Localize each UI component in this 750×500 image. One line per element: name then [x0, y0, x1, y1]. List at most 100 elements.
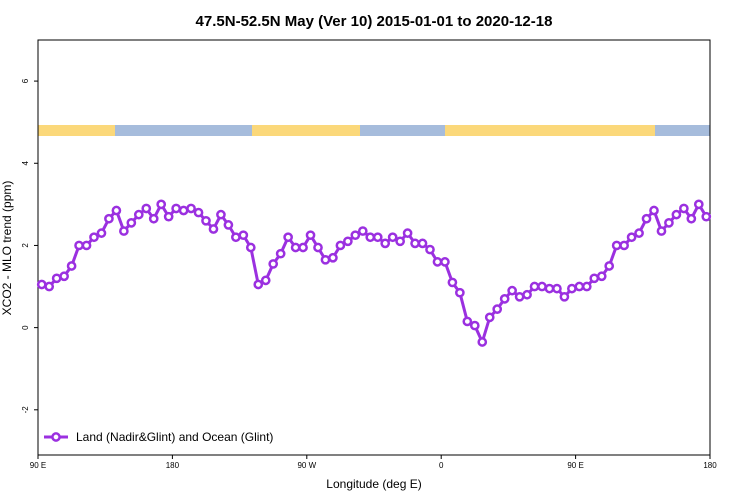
- point: [59, 271, 69, 282]
- point: [357, 226, 368, 236]
- point: [178, 205, 189, 216]
- x-tick-label: 90 E: [567, 461, 583, 470]
- point: [626, 232, 637, 243]
- point: [186, 203, 196, 214]
- point: [343, 236, 353, 247]
- point: [447, 277, 458, 288]
- point: [596, 271, 607, 282]
- point: [402, 228, 413, 238]
- land-segment: [252, 125, 360, 136]
- point: [589, 273, 600, 284]
- ocean-segment: [360, 125, 445, 136]
- point: [223, 220, 234, 230]
- point: [380, 238, 391, 249]
- legend-label: Land (Nadir&Glint) and Ocean (Glint): [76, 430, 273, 444]
- chart-title: 47.5N-52.5N May (Ver 10) 2015-01-01 to 2…: [196, 13, 553, 30]
- point: [462, 316, 473, 327]
- point: [133, 209, 144, 220]
- ocean-segment: [115, 125, 252, 136]
- land-ocean-band: [38, 125, 710, 136]
- point: [499, 294, 510, 304]
- point: [51, 273, 62, 284]
- point: [544, 283, 555, 294]
- y-axis-label: XCO2 - MLO trend (ppm): [0, 181, 14, 316]
- point: [208, 224, 219, 234]
- point: [372, 232, 383, 243]
- point: [552, 283, 562, 294]
- y-tick-label: 6: [21, 78, 30, 83]
- point: [693, 199, 704, 210]
- point: [395, 236, 405, 247]
- point: [305, 230, 316, 241]
- point: [425, 244, 435, 255]
- point: [417, 238, 428, 249]
- land-segment: [445, 125, 655, 136]
- point: [387, 232, 398, 243]
- point: [641, 213, 652, 224]
- point: [484, 312, 495, 323]
- point: [455, 287, 465, 298]
- point: [701, 211, 712, 222]
- point: [104, 213, 114, 224]
- point: [193, 207, 204, 218]
- point: [141, 203, 152, 214]
- point: [410, 238, 420, 249]
- point: [36, 279, 47, 290]
- point: [649, 205, 659, 216]
- point: [634, 228, 644, 238]
- point: [283, 232, 293, 243]
- point: [171, 203, 181, 214]
- point: [231, 232, 241, 243]
- point: [335, 240, 346, 251]
- point: [268, 259, 279, 269]
- point: [581, 281, 592, 292]
- point: [328, 252, 338, 263]
- point: [604, 261, 615, 271]
- point: [238, 230, 249, 241]
- ocean-segment: [655, 125, 710, 136]
- point: [671, 209, 682, 220]
- point: [66, 261, 77, 271]
- point: [611, 240, 622, 251]
- point: [156, 199, 167, 210]
- point: [119, 226, 129, 236]
- point: [477, 337, 488, 347]
- point: [253, 279, 264, 290]
- y-tick-label: -2: [21, 406, 30, 414]
- point: [619, 240, 629, 251]
- point: [492, 304, 503, 314]
- point: [260, 275, 271, 286]
- point: [469, 320, 480, 331]
- point: [245, 242, 256, 253]
- y-tick-label: 4: [21, 160, 30, 165]
- point: [96, 228, 107, 238]
- x-tick-label: 90 E: [30, 461, 46, 470]
- x-tick-label: 180: [166, 461, 180, 470]
- point: [537, 281, 547, 292]
- point: [679, 203, 689, 214]
- point: [216, 209, 226, 220]
- point: [81, 240, 92, 251]
- point: [365, 232, 376, 243]
- point: [201, 215, 211, 226]
- land-segment: [38, 125, 115, 136]
- y-tick-label: 0: [21, 325, 30, 330]
- plot-frame: [37, 39, 711, 456]
- point: [350, 230, 361, 241]
- point: [74, 240, 84, 251]
- point: [522, 289, 532, 300]
- point: [440, 257, 450, 267]
- point: [686, 213, 697, 224]
- point: [574, 281, 585, 292]
- point: [567, 283, 577, 294]
- x-tick-label: 180: [703, 461, 717, 470]
- point: [313, 242, 323, 253]
- point: [44, 281, 55, 292]
- point: [298, 242, 308, 253]
- legend-marker: [51, 432, 61, 442]
- point: [290, 242, 301, 253]
- x-tick-label: 90 W: [297, 461, 316, 470]
- point: [507, 285, 517, 296]
- series-line: [41, 201, 708, 347]
